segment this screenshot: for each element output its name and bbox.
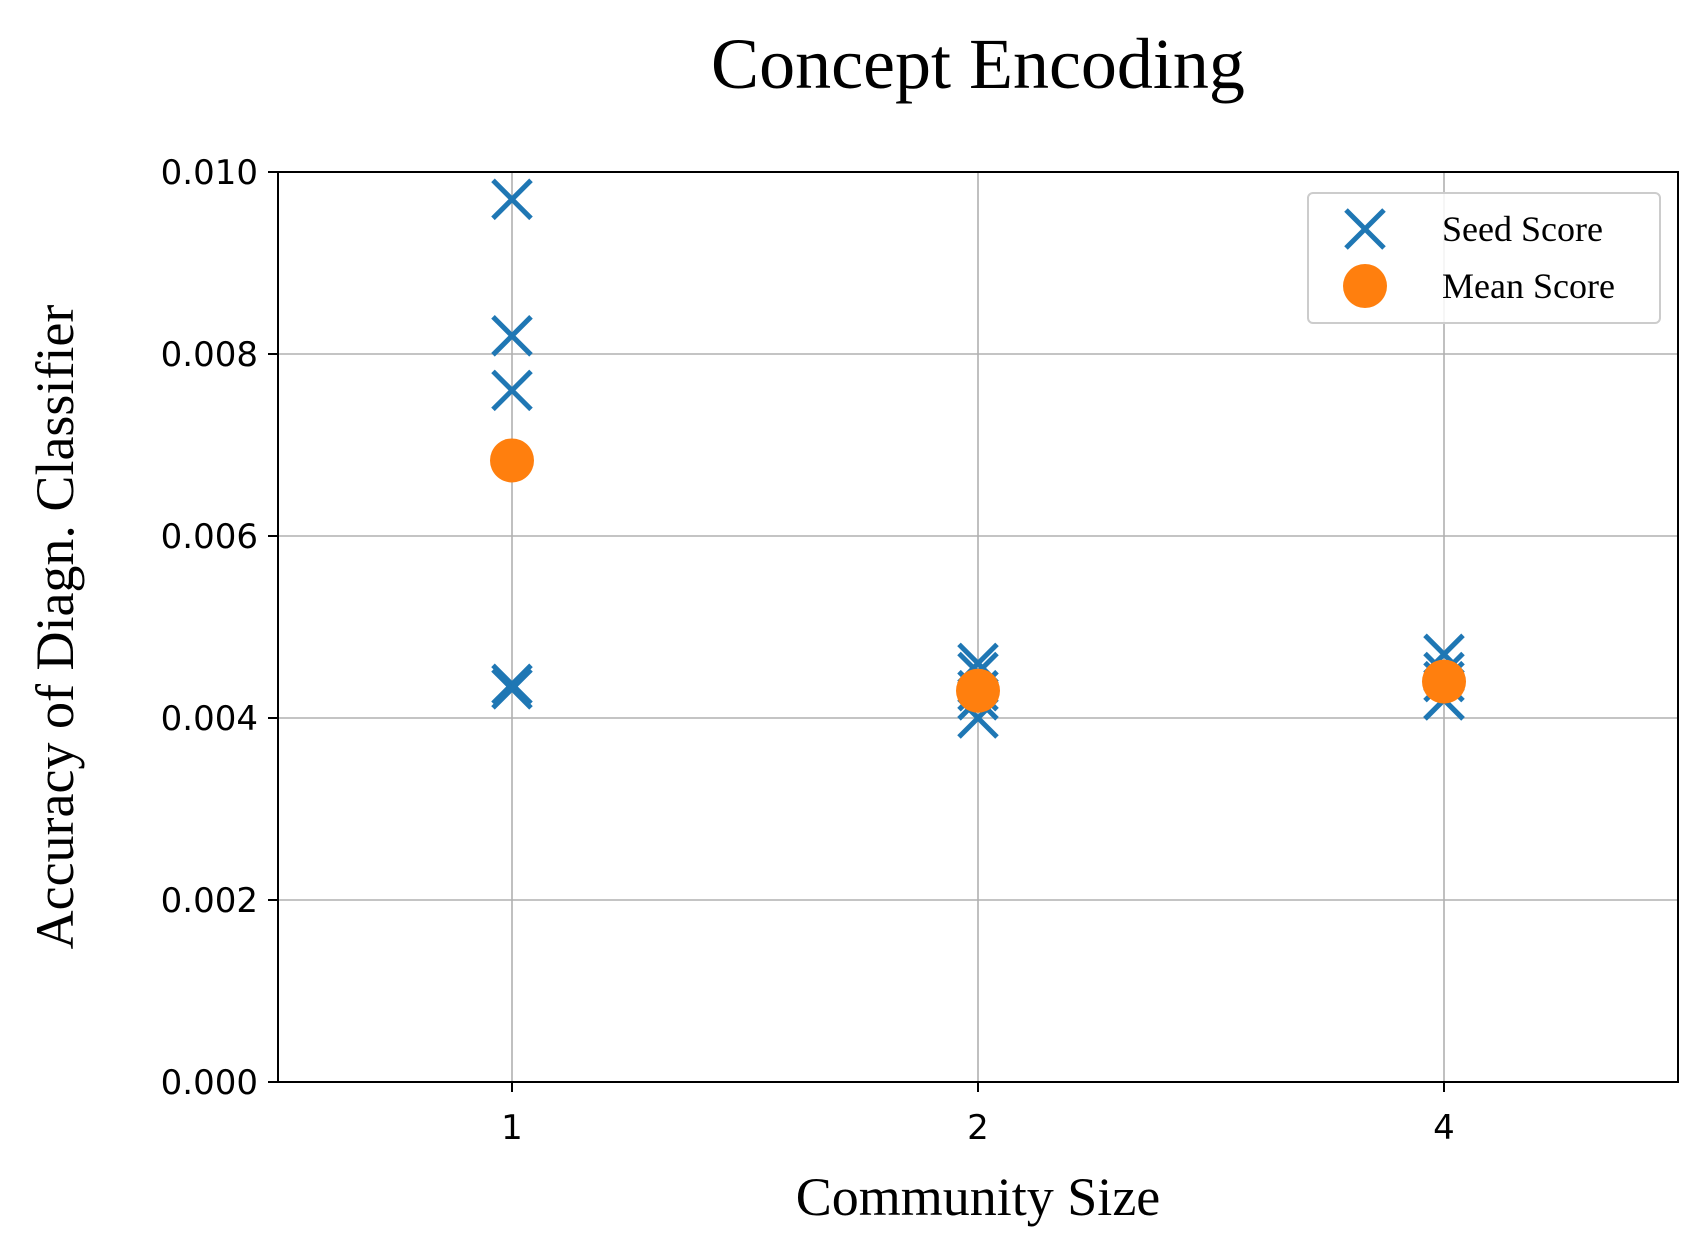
legend: Seed Score Mean Score bbox=[1307, 192, 1661, 324]
y-tick-label: 0.006 bbox=[161, 517, 258, 557]
y-tick-label: 0.000 bbox=[161, 1063, 258, 1103]
y-tick-label: 0.002 bbox=[161, 881, 258, 921]
seed-score-point bbox=[491, 315, 533, 357]
y-axis-label: Accuracy of Diagn. Classifier bbox=[25, 305, 85, 950]
x-axis-label: Community Size bbox=[796, 1167, 1161, 1227]
x-tick-label: 1 bbox=[501, 1108, 523, 1148]
legend-label: Mean Score bbox=[1442, 266, 1615, 306]
data-series bbox=[490, 178, 1466, 739]
y-tick-label: 0.010 bbox=[161, 153, 258, 193]
x-tick-label: 2 bbox=[967, 1108, 989, 1148]
series-mean-score bbox=[490, 438, 1466, 713]
legend-mean-marker bbox=[1343, 264, 1387, 308]
x-tick-label: 4 bbox=[1433, 1108, 1455, 1148]
mean-score-point bbox=[490, 438, 534, 483]
mean-score-point bbox=[956, 668, 1000, 713]
legend-box bbox=[1307, 192, 1661, 324]
y-tick-label: 0.004 bbox=[161, 699, 258, 739]
mean-score-point bbox=[1422, 659, 1466, 704]
seed-score-point bbox=[491, 178, 533, 221]
chart-title: Concept Encoding bbox=[711, 24, 1245, 104]
seed-score-point bbox=[491, 369, 533, 412]
legend-label: Seed Score bbox=[1442, 209, 1603, 249]
seed-score-point bbox=[491, 663, 533, 706]
seed-score-point bbox=[491, 668, 533, 710]
y-tick-label: 0.008 bbox=[161, 335, 258, 375]
legend-seed-marker bbox=[1344, 208, 1386, 250]
axis-ticks: 1 2 4 0.000 0.002 0.004 0.006 0.008 0.010 bbox=[161, 153, 1455, 1148]
